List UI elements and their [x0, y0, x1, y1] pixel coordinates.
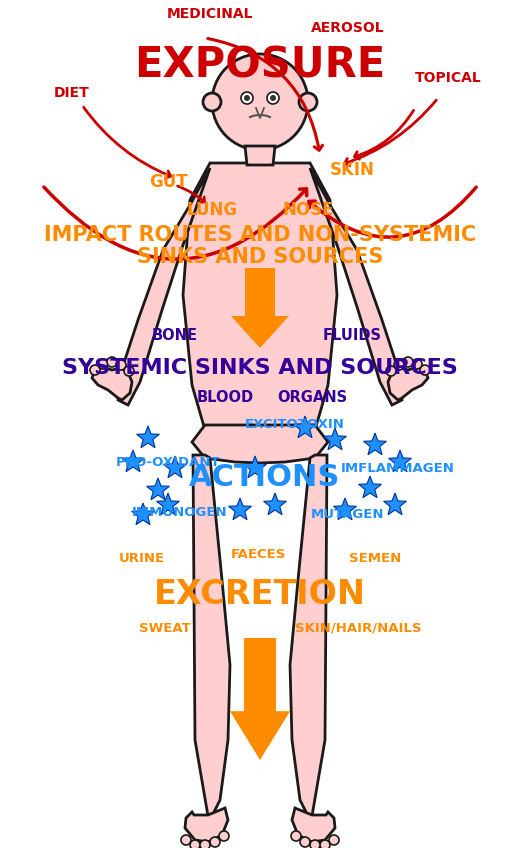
Text: SINKS AND SOURCES: SINKS AND SOURCES — [137, 247, 383, 267]
Text: GUT: GUT — [149, 173, 187, 191]
Circle shape — [394, 360, 404, 370]
Circle shape — [300, 837, 310, 847]
Circle shape — [203, 93, 221, 111]
Polygon shape — [310, 168, 402, 405]
Polygon shape — [334, 498, 356, 520]
Polygon shape — [122, 450, 145, 471]
Text: ACTIONS: ACTIONS — [189, 464, 341, 493]
Polygon shape — [292, 808, 335, 842]
Polygon shape — [294, 416, 316, 438]
Text: EXCRETION: EXCRETION — [154, 577, 366, 611]
Polygon shape — [137, 426, 160, 448]
Text: AEROSOL: AEROSOL — [311, 21, 385, 35]
Circle shape — [107, 357, 117, 367]
Text: ORGANS: ORGANS — [277, 390, 347, 405]
Circle shape — [329, 835, 339, 845]
Circle shape — [210, 837, 220, 847]
Text: EXPOSURE: EXPOSURE — [134, 44, 386, 86]
Polygon shape — [230, 638, 290, 760]
Circle shape — [403, 357, 413, 367]
Circle shape — [291, 831, 301, 841]
Polygon shape — [290, 455, 327, 816]
Circle shape — [267, 92, 279, 104]
Text: EXCITOTOXIN: EXCITOTOXIN — [245, 419, 345, 432]
Circle shape — [181, 835, 191, 845]
Polygon shape — [264, 493, 287, 515]
Polygon shape — [243, 456, 266, 477]
Polygon shape — [192, 425, 328, 463]
Polygon shape — [183, 163, 337, 440]
Polygon shape — [359, 476, 381, 498]
Circle shape — [116, 360, 126, 370]
Polygon shape — [193, 455, 230, 816]
Circle shape — [219, 831, 229, 841]
Text: SYSTEMIC SINKS AND SOURCES: SYSTEMIC SINKS AND SOURCES — [62, 358, 458, 378]
Circle shape — [90, 365, 100, 375]
Text: LUNG: LUNG — [187, 201, 238, 219]
Polygon shape — [388, 450, 411, 471]
Text: SEMEN: SEMEN — [349, 551, 401, 565]
Text: BLOOD: BLOOD — [197, 390, 254, 405]
Circle shape — [420, 365, 430, 375]
Text: IMFLAMMAGEN: IMFLAMMAGEN — [341, 461, 455, 475]
Circle shape — [98, 359, 108, 369]
Polygon shape — [363, 433, 386, 455]
Text: SKIN: SKIN — [330, 161, 374, 179]
Text: IMPACT ROUTES AND NON-SYSTEMIC: IMPACT ROUTES AND NON-SYSTEMIC — [44, 225, 476, 245]
Text: TOPICAL: TOPICAL — [414, 71, 482, 85]
Circle shape — [320, 840, 330, 848]
Polygon shape — [323, 428, 346, 449]
Polygon shape — [157, 493, 179, 515]
Circle shape — [299, 93, 317, 111]
Text: MUTAGEN: MUTAGEN — [311, 509, 385, 522]
Text: IMMUNOGEN: IMMUNOGEN — [132, 505, 228, 518]
Polygon shape — [132, 503, 154, 525]
Text: PRO-OXIDANT: PRO-OXIDANT — [115, 455, 220, 468]
Circle shape — [241, 92, 253, 104]
Circle shape — [244, 95, 250, 101]
Circle shape — [200, 840, 210, 848]
Polygon shape — [231, 268, 289, 348]
Polygon shape — [92, 367, 132, 400]
Polygon shape — [164, 456, 186, 477]
Polygon shape — [118, 168, 210, 405]
Polygon shape — [384, 493, 407, 515]
Polygon shape — [147, 478, 170, 499]
Text: MEDICINAL: MEDICINAL — [167, 7, 253, 21]
Polygon shape — [388, 367, 428, 400]
Text: SWEAT: SWEAT — [139, 622, 191, 634]
Text: DIET: DIET — [54, 86, 90, 100]
Circle shape — [386, 366, 396, 376]
Text: NOSE: NOSE — [282, 201, 334, 219]
Polygon shape — [245, 146, 275, 165]
Text: FLUIDS: FLUIDS — [322, 327, 382, 343]
Circle shape — [310, 840, 320, 848]
Circle shape — [212, 54, 308, 150]
Polygon shape — [229, 498, 251, 520]
Text: URINE: URINE — [119, 551, 165, 565]
Text: FAECES: FAECES — [230, 549, 285, 561]
Circle shape — [124, 366, 134, 376]
Text: SKIN/HAIR/NAILS: SKIN/HAIR/NAILS — [295, 622, 421, 634]
Circle shape — [412, 359, 422, 369]
Polygon shape — [185, 808, 228, 842]
Circle shape — [190, 840, 200, 848]
Text: BONE: BONE — [152, 327, 198, 343]
Circle shape — [270, 95, 276, 101]
